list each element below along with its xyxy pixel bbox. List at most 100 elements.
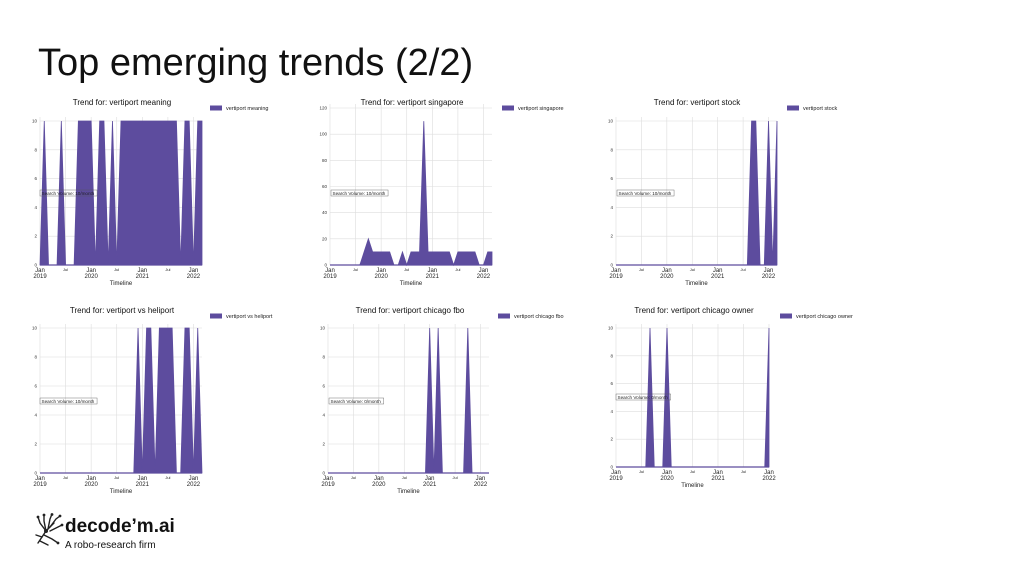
x-tick-label: Jan 2021 [711, 268, 725, 280]
search-volume-annotation: Search Volume: 0/month [615, 393, 671, 401]
x-tick-label: Jan 2019 [321, 476, 335, 488]
chart-svg: 0 2 4 6 8 10 Jan 2019 Jul Jan 2020 Jul Jan 2021 Jul Jan… [320, 306, 564, 495]
x-tick-label: Jul [165, 475, 170, 480]
legend-swatch [498, 313, 510, 319]
x-tick-label: Jul [741, 267, 746, 272]
brand-name: decode’m.ai [65, 516, 175, 537]
y-tick-label: 4 [34, 205, 37, 210]
y-tick-label: 2 [610, 234, 613, 239]
x-axis-label: Timeline [110, 489, 133, 495]
legend-label: vertiport singapore [518, 106, 564, 112]
chart-title: Trend for: vertiport stock [654, 98, 741, 107]
annotation-box [328, 397, 384, 405]
legend-label: vertiport meaning [226, 106, 269, 112]
legend-swatch [210, 105, 222, 111]
chart-legend: vertiport chicago fbo [498, 313, 564, 320]
search-volume-annotation: Search Volume: 10/month [39, 397, 98, 405]
y-tick-label: 4 [610, 409, 613, 414]
chart-vertiport-chicago-owner: 0 2 4 6 8 10 Jan 2019 Jul Jan 2020 Jul Jan 2021 Jul Jan… [576, 300, 866, 500]
x-tick-label: Jan 2022 [477, 268, 491, 280]
brand-block: decode’m.ai A robo-research firm [34, 513, 234, 563]
y-tick-label: 0 [610, 465, 613, 470]
x-tick-label: Jul [114, 267, 119, 272]
chart-title: Trend for: vertiport singapore [361, 98, 464, 107]
legend-swatch [780, 313, 792, 319]
y-tick-label: 8 [34, 147, 37, 152]
y-tick-label: 4 [322, 413, 325, 418]
y-tick-label: 10 [608, 119, 614, 124]
x-tick-label: Jan 2021 [423, 476, 437, 488]
x-tick-label: Jul [453, 475, 458, 480]
x-tick-label: Jul [690, 267, 695, 272]
x-tick-label: Jan 2019 [609, 268, 623, 280]
chart-legend: vertiport meaning [210, 105, 269, 112]
search-volume-annotation: Search Volume: 10/month [39, 189, 98, 197]
y-tick-label: 4 [34, 413, 37, 418]
y-tick-label: 4 [610, 205, 613, 210]
x-tick-label: Jan 2022 [474, 476, 488, 488]
annotation-text: Search Volume: 0/month [618, 395, 669, 400]
chart-legend: vertiport stock [787, 105, 837, 112]
y-tick-label: 80 [322, 158, 328, 163]
y-tick-label: 10 [320, 326, 326, 331]
y-tick-label: 0 [34, 263, 37, 268]
x-tick-label: Jan 2019 [323, 268, 337, 280]
x-tick-label: Jan 2020 [84, 476, 98, 488]
y-tick-label: 8 [34, 355, 37, 360]
chart-vertiport-chicago-fbo: 0 2 4 6 8 10 Jan 2019 Jul Jan 2020 Jul Jan 2021 Jul Jan… [288, 300, 578, 500]
y-tick-label: 0 [324, 263, 327, 268]
x-tick-label: Jul [114, 475, 119, 480]
legend-swatch [502, 105, 514, 111]
annotation-text: Search Volume: 10/month [42, 191, 95, 196]
chart-title: Trend for: vertiport chicago owner [634, 306, 754, 315]
x-tick-label: Jan 2021 [136, 268, 150, 280]
x-tick-label: Jul [402, 475, 407, 480]
x-axis-label: Timeline [397, 489, 420, 495]
annotation-box [615, 393, 671, 401]
search-volume-annotation: Search Volume: 0/month [328, 397, 384, 405]
legend-label: vertiport chicago owner [796, 314, 853, 320]
x-tick-label: Jan 2020 [374, 268, 388, 280]
x-tick-label: Jan 2020 [660, 268, 674, 280]
annotation-text: Search Volume: 0/month [331, 399, 382, 404]
annotation-box [39, 189, 98, 197]
y-tick-label: 2 [34, 442, 37, 447]
x-tick-label: Jan 2019 [33, 476, 47, 488]
chart-vertiport-vs-heliport: 0 2 4 6 8 10 Jan 2019 Jul Jan 2020 Jul Jan 2021 Jul Jan… [0, 300, 290, 500]
annotation-box [616, 189, 675, 197]
search-volume-annotation: Search Volume: 10/month [616, 189, 675, 197]
y-tick-label: 0 [610, 263, 613, 268]
y-tick-label: 60 [322, 184, 328, 189]
annotation-box [330, 189, 389, 197]
x-tick-label: Jan 2021 [426, 268, 440, 280]
x-axis-label: Timeline [681, 483, 704, 489]
chart-svg: 0 20 40 60 80 100 120 Jan 2019 Jul Jan 2020 Jul Jan 20… [319, 98, 564, 287]
x-tick-label: Jul [165, 267, 170, 272]
legend-label: vertiport vs heliport [226, 314, 273, 320]
x-tick-label: Jan 2021 [711, 470, 725, 482]
legend-swatch [787, 105, 799, 111]
y-tick-label: 6 [34, 384, 37, 389]
y-tick-label: 6 [34, 176, 37, 181]
annotation-text: Search Volume: 10/month [42, 399, 95, 404]
y-tick-label: 2 [610, 437, 613, 442]
chart-svg: 0 2 4 6 8 10 Jan 2019 Jul Jan 2020 Jul Jan 2021 Jul Jan… [32, 306, 273, 495]
chart-legend: vertiport vs heliport [210, 313, 273, 320]
x-tick-label: Jan 2022 [762, 470, 776, 482]
y-tick-label: 6 [610, 381, 613, 386]
x-tick-label: Jul [639, 469, 644, 474]
x-tick-label: Jan 2022 [187, 268, 201, 280]
x-tick-label: Jul [455, 267, 460, 272]
y-tick-label: 120 [319, 106, 327, 111]
x-tick-label: Jan 2021 [136, 476, 150, 488]
search-volume-annotation: Search Volume: 10/month [330, 189, 389, 197]
x-tick-label: Jul [351, 475, 356, 480]
annotation-text: Search Volume: 10/month [619, 191, 672, 196]
x-tick-label: Jan 2020 [372, 476, 386, 488]
legend-label: vertiport stock [803, 106, 837, 112]
chart-title: Trend for: vertiport vs heliport [70, 306, 175, 315]
chart-legend: vertiport singapore [502, 105, 564, 112]
chart-legend: vertiport chicago owner [780, 313, 853, 320]
annotation-text: Search Volume: 10/month [333, 191, 386, 196]
chart-vertiport-meaning: 0 2 4 6 8 10 Jan 2019 Jul Jan 2020 Jul Jan 2021 Jul Jan… [0, 92, 290, 292]
